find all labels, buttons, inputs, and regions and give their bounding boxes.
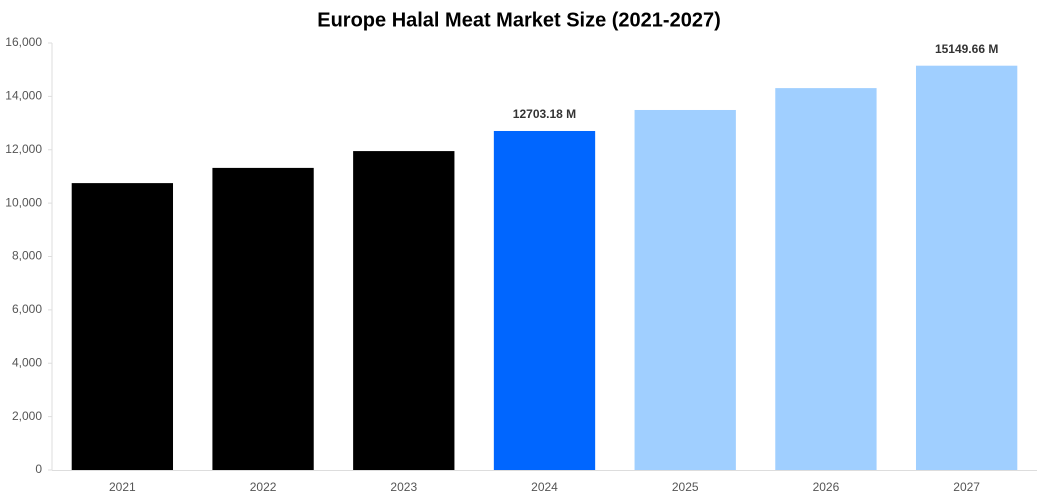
- x-tick-label: 2026: [813, 480, 840, 494]
- y-tick-label: 16,000: [5, 35, 42, 49]
- chart-title: Europe Halal Meat Market Size (2021-2027…: [317, 9, 721, 31]
- y-tick-label: 8,000: [12, 249, 42, 263]
- bar: [71, 183, 174, 470]
- y-tick-label: 2,000: [12, 409, 42, 423]
- bar: [634, 109, 736, 470]
- x-tick-label: 2024: [531, 480, 558, 494]
- bar: [915, 65, 1018, 470]
- x-tick-label: 2022: [250, 480, 277, 494]
- y-tick-label: 0: [35, 462, 42, 476]
- bar: [775, 88, 877, 471]
- x-tick-label: 2023: [390, 480, 417, 494]
- y-tick-label: 14,000: [5, 89, 42, 103]
- value-label: 12703.18 M: [513, 107, 576, 121]
- bar: [212, 167, 314, 470]
- bar: [353, 151, 455, 470]
- x-tick-label: 2021: [109, 480, 136, 494]
- value-label: 15149.66 M: [935, 42, 998, 56]
- y-tick-label: 6,000: [12, 302, 42, 316]
- x-tick-label: 2025: [672, 480, 699, 494]
- y-tick-label: 10,000: [5, 195, 42, 209]
- x-tick-label: 2027: [953, 480, 980, 494]
- bar: [493, 130, 596, 470]
- y-tick-label: 12,000: [5, 142, 42, 156]
- y-tick-label: 4,000: [12, 355, 42, 369]
